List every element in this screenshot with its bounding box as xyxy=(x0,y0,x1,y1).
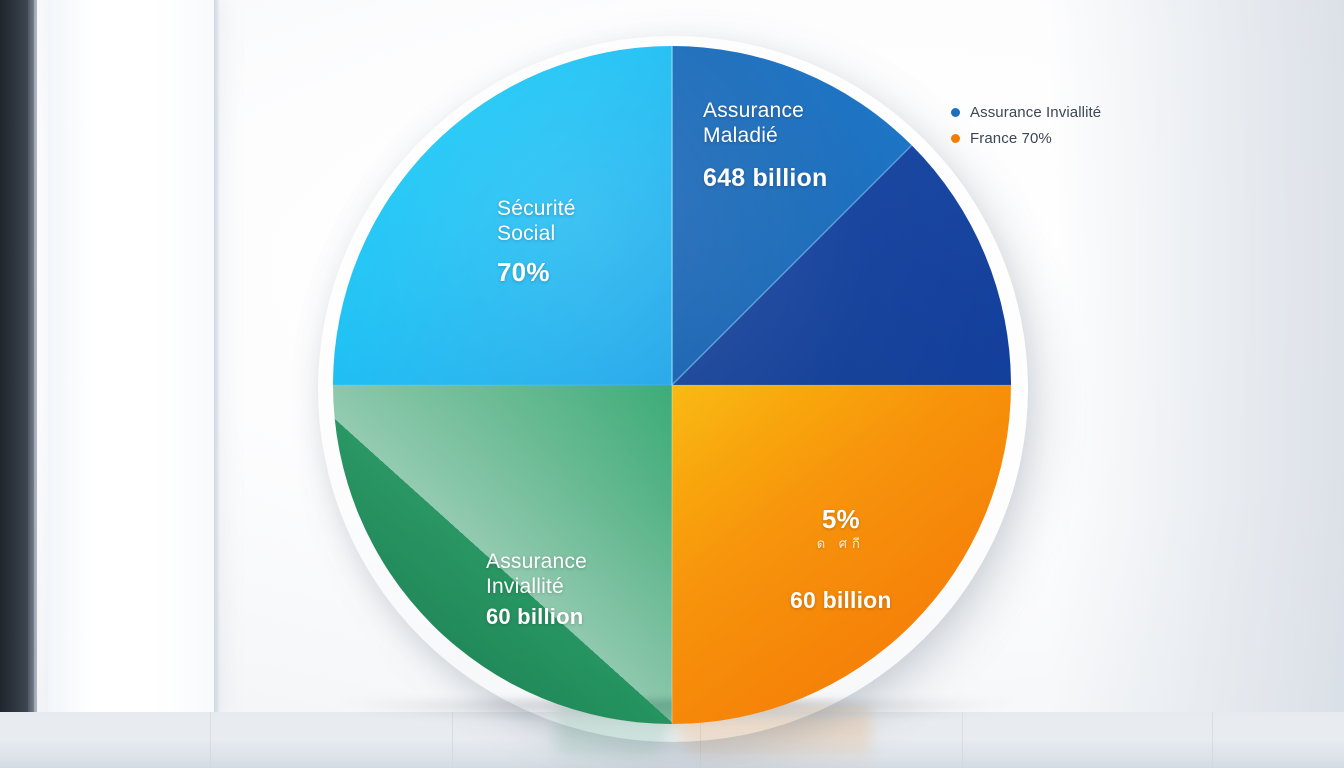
slice-label-securite-social: Sécurité Social 70% xyxy=(497,170,576,314)
wall-column xyxy=(48,0,216,716)
slice-label-maladie-text: Assurance Maladié xyxy=(703,98,805,148)
slice-label-orange-percent: 5% xyxy=(821,503,860,534)
slice-label-inviallite-text: Assurance Inviallité xyxy=(486,549,588,599)
pie-chart[interactable] xyxy=(332,46,1012,724)
legend-dot-icon xyxy=(951,134,960,143)
legend-label: Assurance Inviallité xyxy=(970,104,1102,121)
slice-label-securite-text: Sécurité Social xyxy=(497,196,576,246)
legend-dot-icon xyxy=(951,108,960,117)
slice-label-orange-value: 60 billion xyxy=(790,587,892,614)
wall-column-edge xyxy=(214,0,220,716)
wall-right-shading xyxy=(1050,0,1344,712)
legend-item-assurance-inviallite[interactable]: Assurance Inviallité xyxy=(951,104,1101,121)
pie-chart-svg xyxy=(333,46,1011,724)
slice-label-maladie-value: 648 billion xyxy=(703,163,828,192)
slice-label-securite-value: 70% xyxy=(497,256,550,287)
door-frame-inner-edge xyxy=(28,0,37,730)
legend-item-france[interactable]: France 70% xyxy=(951,130,1101,147)
slice-label-assurance-inviallite: Assurance Inviallité 60 billion xyxy=(486,523,587,656)
pie-sheen xyxy=(333,46,1011,724)
slice-label-inviallite-value: 60 billion xyxy=(486,603,584,629)
slice-label-orange: 5% ด ศกี 60 billion xyxy=(790,472,892,646)
slice-label-orange-garbled-text: ด ศกี xyxy=(816,536,865,552)
legend-label: France 70% xyxy=(970,130,1052,147)
slice-label-assurance-maladie: Assurance Maladié 648 billion xyxy=(703,72,827,219)
chart-legend: Assurance Inviallité France 70% xyxy=(951,104,1101,156)
